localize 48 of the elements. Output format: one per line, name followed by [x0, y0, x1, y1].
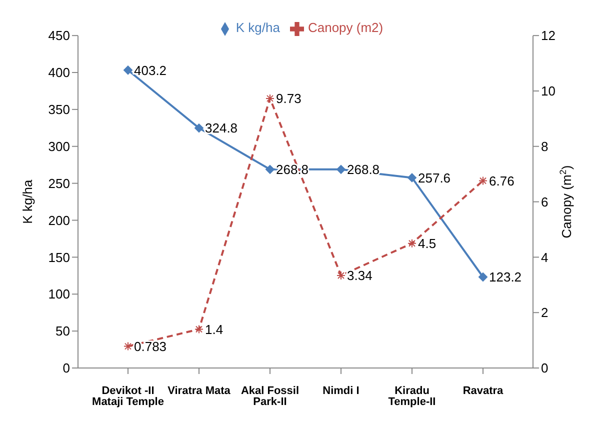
point — [336, 270, 346, 280]
point — [408, 238, 416, 248]
legend-label: K kg/ha — [236, 20, 280, 35]
y2-tick-label: 2 — [541, 305, 548, 320]
y-tick-label: 250 — [48, 176, 70, 191]
point — [194, 324, 204, 334]
x-tick-label: Nimdi I — [322, 384, 360, 397]
point — [408, 173, 416, 182]
y-tick-label: 400 — [48, 65, 70, 80]
point — [478, 272, 488, 282]
point — [336, 164, 346, 174]
point — [266, 94, 274, 103]
legend-label: Canopy (m2) — [308, 20, 384, 35]
point — [124, 66, 132, 75]
y-axis-title: K kg/ha — [20, 178, 35, 224]
y-tick-label: 350 — [48, 102, 70, 118]
y2-tick-label: 10 — [541, 84, 556, 99]
y-tick-label: 0 — [62, 360, 70, 376]
y2-tick-label: 4 — [541, 250, 548, 265]
data-label: 257.6 — [418, 170, 451, 186]
point — [266, 164, 274, 174]
x-tick-label: Viratra Mata — [168, 384, 232, 397]
data-label: 1.4 — [205, 322, 224, 337]
data-label: 6.76 — [489, 173, 514, 188]
y2-tick-label: 6 — [541, 194, 548, 210]
y-tick-label: 450 — [48, 28, 70, 44]
y-tick-label: 150 — [48, 250, 70, 265]
y-tick-label: 200 — [48, 212, 70, 228]
x-tick-label: Devikot -II Mataji Temple — [92, 384, 164, 408]
y2-tick-label: 12 — [541, 28, 556, 44]
data-label: 3.34 — [347, 268, 372, 284]
x-tick-label: Ravatra — [462, 384, 504, 397]
point — [194, 124, 204, 133]
y-tick-label: 50 — [56, 324, 70, 339]
point — [478, 176, 488, 186]
data-label: 4.5 — [418, 236, 436, 251]
y-tick-label: 300 — [48, 138, 70, 154]
point — [124, 342, 132, 351]
data-label: 9.73 — [276, 91, 302, 106]
data-label: 123.2 — [489, 270, 522, 285]
x-tick-label: Akal Fossil Park-II — [240, 384, 300, 408]
data-label: 403.2 — [134, 62, 167, 78]
y2-tick-label: 8 — [541, 138, 548, 154]
data-label: 0.783 — [134, 338, 167, 354]
y2-tick-label: 0 — [541, 360, 548, 376]
x-tick-label: Kiradu Temple-II — [388, 384, 436, 408]
data-label: 324.8 — [205, 120, 238, 136]
y-tick-label: 100 — [48, 286, 70, 302]
